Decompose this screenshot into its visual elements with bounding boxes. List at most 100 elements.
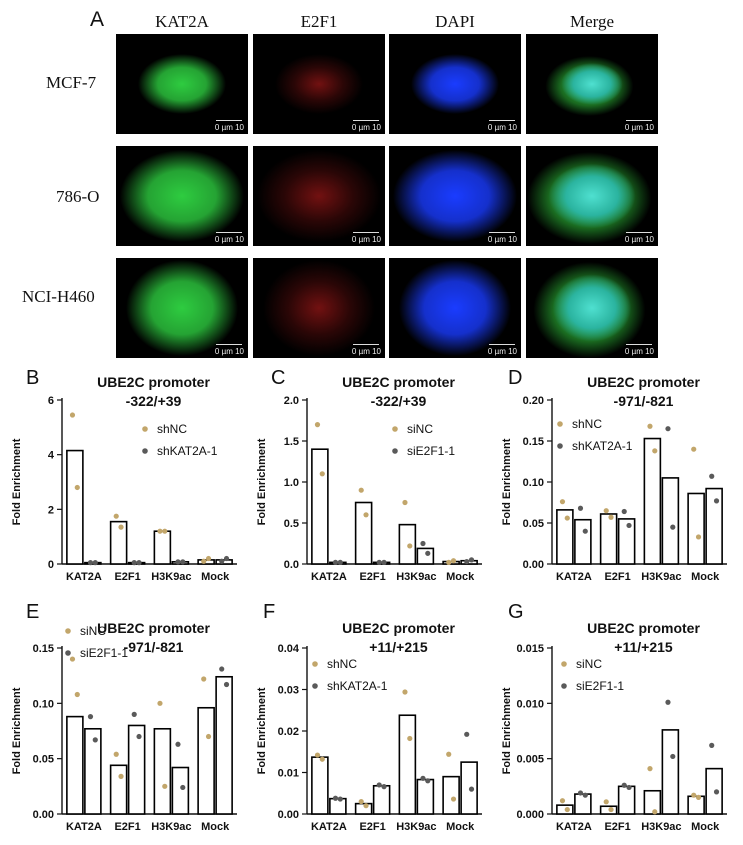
chart-title-line-2: -322/+39 <box>126 393 182 409</box>
data-point-shNC <box>118 524 124 530</box>
chart-c: C UBE2C promoter -322/+39 Fold Enrichment 0.… <box>256 367 482 583</box>
y-tick-label: 0.10 <box>33 698 54 710</box>
data-point-shKAT2A-1 <box>175 559 181 565</box>
scale-bar <box>489 232 515 233</box>
data-point-siE2F1-1 <box>223 681 230 688</box>
x-tick-label: KAT2A <box>311 821 347 833</box>
data-point-siNC <box>205 733 212 740</box>
data-point-siE2F1-1 <box>713 789 720 795</box>
chart-title-line-1: UBE2C promoter <box>587 374 700 390</box>
data-point-shNC <box>205 555 212 562</box>
data-point-shNC <box>450 796 457 802</box>
x-tick-label: KAT2A <box>66 571 102 583</box>
data-point-shNC <box>74 484 80 491</box>
y-tick-label: 0.5 <box>284 518 299 530</box>
y-axis-label: Fold Enrichment <box>11 687 23 774</box>
y-tick-label: 0.05 <box>33 754 54 766</box>
legend-label: siNC <box>407 422 433 436</box>
chart-e: E UBE2C promoter -971/-821 Fold Enrichment 0… <box>11 601 237 833</box>
scale-label: 0 µm 10 <box>624 123 654 132</box>
data-point-shKAT2A-1 <box>709 473 715 479</box>
data-point-siE2F1-1 <box>420 540 426 547</box>
data-point-siNC <box>450 558 457 564</box>
data-point-shKAT2A-1 <box>87 560 94 566</box>
data-point-siNC <box>201 676 207 682</box>
row-label-mcf7: MCF-7 <box>46 73 97 92</box>
chart-title-line-1: UBE2C promoter <box>587 620 700 636</box>
data-point-siNC <box>652 809 658 815</box>
y-tick-label: 0.15 <box>523 436 544 448</box>
scale-bar <box>353 232 379 233</box>
x-tick-label: E2F1 <box>604 821 630 833</box>
bar-shKAT2A-1-E2F1 <box>617 518 636 565</box>
data-point-siNC <box>69 656 76 662</box>
data-point-siNC <box>118 773 124 779</box>
bar-siNC-Mock <box>197 706 215 815</box>
bar-siNC-Mock <box>687 795 705 815</box>
legend-label: siNC <box>80 624 106 638</box>
data-point-siNC <box>162 783 168 789</box>
micrograph-e2f1-row-3: 0 µm 10 <box>253 258 385 358</box>
data-point-shKAT2A-1 <box>136 560 142 566</box>
micrograph-dapi-row-3: 0 µm 10 <box>389 258 521 358</box>
bar-shNC-KAT2A <box>66 449 84 565</box>
y-tick-label: 1.0 <box>284 477 299 489</box>
data-point-siE2F1-1 <box>464 558 470 565</box>
bar-shKAT2A-1-Mock <box>460 761 478 815</box>
legend-marker <box>142 448 148 454</box>
column-label-kat2a: KAT2A <box>155 12 209 31</box>
y-tick-label: 0.03 <box>278 685 299 697</box>
row-label-786o: 786-O <box>56 187 100 206</box>
scale-bar <box>216 232 242 233</box>
bar-shKAT2A-1-KAT2A <box>574 518 592 565</box>
data-point-shNC <box>691 446 697 452</box>
data-point-siE2F1-1 <box>92 737 98 743</box>
legend-label: siE2F1-1 <box>80 646 128 660</box>
data-point-siNC <box>314 422 321 428</box>
scale-bar <box>626 344 652 345</box>
x-tick-label: Mock <box>201 571 230 583</box>
bar-shNC-H3K9ac <box>153 530 172 565</box>
y-tick-label: 0.05 <box>523 518 544 530</box>
x-tick-label: Mock <box>691 821 720 833</box>
micrograph-dapi-row-1: 0 µm 10 <box>389 34 521 134</box>
data-point-siE2F1-1 <box>582 792 588 798</box>
data-point-shNC <box>157 528 163 534</box>
bar-siNC-KAT2A <box>66 715 84 815</box>
column-label-merge: Merge <box>569 12 615 31</box>
data-point-shKAT2A-1 <box>665 426 671 432</box>
y-axis-label: Fold Enrichment <box>256 438 268 525</box>
data-point-siNC <box>319 471 325 477</box>
legend-label: shKAT2A-1 <box>572 439 633 453</box>
data-point-shNC <box>647 423 653 429</box>
bar-siNC-H3K9ac <box>398 523 417 565</box>
data-point-shNC <box>559 499 566 505</box>
chart-title-line-2: +11/+215 <box>614 639 673 655</box>
data-point-siE2F1-1 <box>665 699 671 705</box>
y-axis-label: Fold Enrichment <box>501 687 513 774</box>
panel-letter: D <box>508 367 522 389</box>
data-point-siE2F1-1 <box>337 559 343 565</box>
data-point-shNC <box>603 508 609 514</box>
data-point-siNC <box>608 806 614 813</box>
y-tick-label: 2 <box>48 504 54 516</box>
legend-marker <box>392 448 398 454</box>
data-point-shNC <box>69 412 76 418</box>
data-point-shNC <box>314 752 321 758</box>
data-point-shKAT2A-1 <box>468 786 475 792</box>
panel-letter: G <box>508 601 524 623</box>
scale-bar <box>353 120 379 121</box>
y-tick-label: 0.04 <box>278 643 300 655</box>
legend-marker <box>557 421 563 427</box>
legend-marker <box>65 650 71 656</box>
data-point-siNC <box>603 799 609 805</box>
column-label-e2f1: E2F1 <box>300 12 338 31</box>
bar-shNC-E2F1 <box>599 513 618 565</box>
bar-shNC-H3K9ac <box>643 437 662 565</box>
chart-title-line-1: UBE2C promoter <box>342 620 455 636</box>
data-point-shKAT2A-1 <box>582 528 588 534</box>
bar-shNC-Mock <box>687 492 705 565</box>
x-tick-label: E2F1 <box>359 821 385 833</box>
data-point-siE2F1-1 <box>626 784 632 791</box>
x-tick-label: H3K9ac <box>396 571 436 583</box>
